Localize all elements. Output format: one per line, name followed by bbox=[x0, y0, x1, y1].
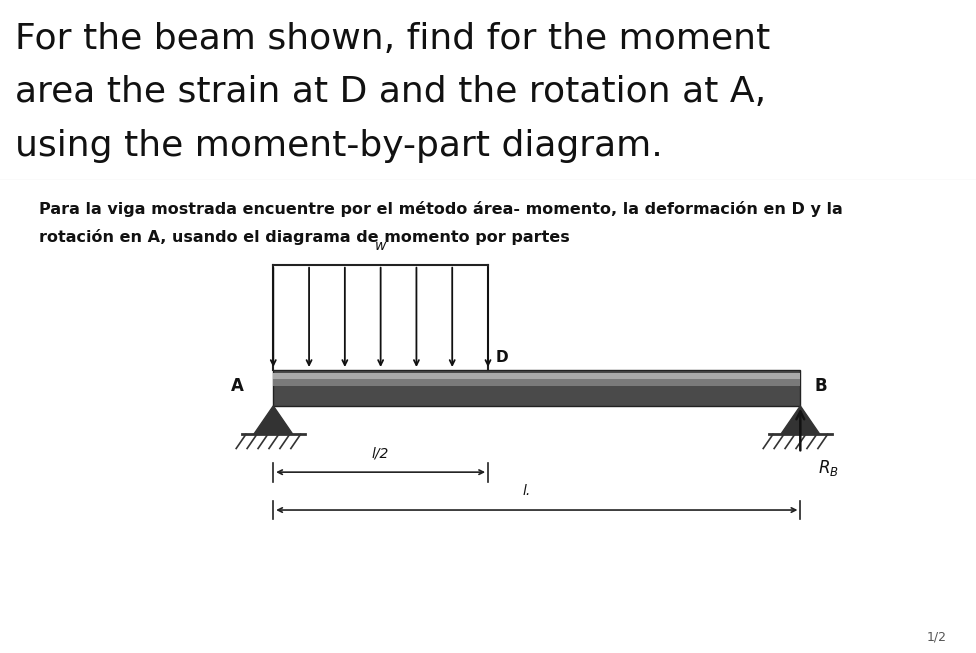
Text: l.: l. bbox=[523, 484, 531, 498]
Bar bbox=[273, 376, 800, 386]
Text: l/2: l/2 bbox=[372, 446, 389, 460]
Polygon shape bbox=[781, 406, 820, 434]
Text: w: w bbox=[375, 239, 386, 253]
Text: For the beam shown, find for the moment: For the beam shown, find for the moment bbox=[15, 22, 770, 56]
Text: B: B bbox=[815, 377, 828, 394]
Bar bbox=[273, 374, 800, 379]
Bar bbox=[273, 370, 800, 406]
Text: $R_B$: $R_B$ bbox=[818, 458, 838, 478]
Text: rotación en A, usando el diagrama de momento por partes: rotación en A, usando el diagrama de mom… bbox=[39, 229, 570, 246]
Text: 1/2: 1/2 bbox=[927, 631, 947, 644]
Text: A: A bbox=[231, 377, 244, 394]
Text: area the strain at D and the rotation at A,: area the strain at D and the rotation at… bbox=[15, 76, 766, 110]
Text: Para la viga mostrada encuentre por el método área- momento, la deformación en D: Para la viga mostrada encuentre por el m… bbox=[39, 201, 843, 217]
Text: D: D bbox=[496, 350, 508, 365]
Text: using the moment-by-part diagram.: using the moment-by-part diagram. bbox=[15, 129, 663, 163]
Polygon shape bbox=[254, 406, 293, 434]
